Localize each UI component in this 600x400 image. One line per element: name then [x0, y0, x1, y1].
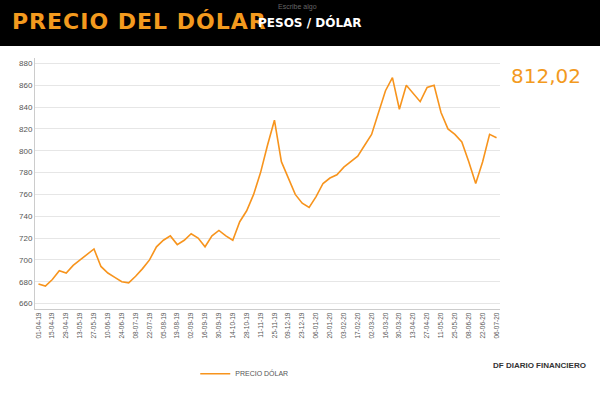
svg-text:PRECIO DÓLAR: PRECIO DÓLAR [235, 369, 288, 377]
svg-text:16-03-20: 16-03-20 [382, 312, 389, 338]
svg-text:780: 780 [19, 168, 33, 177]
svg-text:22-07-19: 22-07-19 [146, 312, 153, 338]
html-text:Escribe algo: Escribe algo [278, 3, 317, 10]
svg-text:16-09-19: 16-09-19 [201, 312, 208, 338]
svg-text:28-10-19: 28-10-19 [243, 312, 250, 338]
svg-text:20-01-20: 20-01-20 [326, 312, 333, 338]
svg-text:812,02: 812,02 [511, 64, 581, 88]
svg-text:29-04-19: 29-04-19 [62, 312, 69, 338]
svg-text:25-05-20: 25-05-20 [451, 312, 458, 338]
svg-text:820: 820 [19, 125, 33, 134]
svg-text:11-11-19: 11-11-19 [257, 312, 264, 337]
svg-text:25-11-19: 25-11-19 [271, 312, 278, 338]
svg-text:05-08-19: 05-08-19 [160, 312, 167, 338]
html-text:PESOS / DÓLAR: PESOS / DÓLAR [258, 16, 362, 30]
svg-text:10-06-19: 10-06-19 [104, 312, 111, 338]
svg-text:23-12-19: 23-12-19 [298, 312, 305, 338]
svg-text:27-04-20: 27-04-20 [423, 312, 430, 338]
svg-text:880: 880 [19, 59, 33, 68]
svg-text:13-05-19: 13-05-19 [76, 312, 83, 338]
svg-text:660: 660 [19, 299, 33, 308]
svg-text:03-02-20: 03-02-20 [340, 312, 347, 338]
svg-text:02-03-20: 02-03-20 [368, 312, 375, 338]
svg-text:08-06-20: 08-06-20 [465, 312, 472, 338]
svg-text:840: 840 [19, 103, 33, 112]
svg-text:08-07-19: 08-07-19 [132, 312, 139, 338]
svg-text:06-07-20: 06-07-20 [493, 312, 500, 338]
svg-text:19-08-19: 19-08-19 [173, 312, 180, 338]
html-text:PRECIO DEL DÓLAR: PRECIO DEL DÓLAR [12, 9, 267, 34]
svg-text:11-05-20: 11-05-20 [437, 312, 444, 338]
svg-text:760: 760 [19, 190, 33, 199]
svg-text:14-10-19: 14-10-19 [229, 312, 236, 338]
svg-text:01-04-19: 01-04-19 [35, 312, 42, 338]
svg-text:06-01-20: 06-01-20 [312, 312, 319, 338]
svg-text:02-09-19: 02-09-19 [187, 312, 194, 338]
svg-text:13-04-20: 13-04-20 [409, 312, 416, 338]
svg-text:17-02-20: 17-02-20 [354, 312, 361, 338]
svg-text:15-04-19: 15-04-19 [48, 312, 55, 338]
svg-text:30-09-19: 30-09-19 [215, 312, 222, 338]
svg-text:700: 700 [19, 256, 33, 265]
svg-text:800: 800 [19, 147, 33, 156]
svg-text:680: 680 [19, 278, 33, 287]
svg-text:720: 720 [19, 234, 33, 243]
svg-text:09-12-19: 09-12-19 [284, 312, 291, 338]
svg-text:DF DIARIO FINANCIERO: DF DIARIO FINANCIERO [493, 361, 586, 370]
svg-text:860: 860 [19, 81, 33, 90]
svg-text:740: 740 [19, 212, 33, 221]
svg-text:30-03-20: 30-03-20 [395, 312, 402, 338]
svg-text:27-05-19: 27-05-19 [90, 312, 97, 338]
svg-text:24-06-19: 24-06-19 [118, 312, 125, 338]
svg-text:22-06-20: 22-06-20 [479, 312, 486, 338]
